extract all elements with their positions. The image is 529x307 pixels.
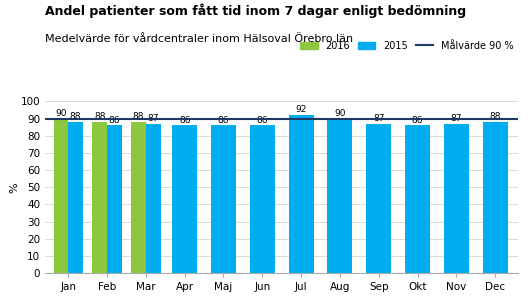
- Text: 88: 88: [489, 112, 501, 121]
- Text: 86: 86: [412, 115, 423, 125]
- Bar: [146, 124, 161, 273]
- Bar: [93, 122, 107, 273]
- Bar: [327, 119, 352, 273]
- Bar: [53, 119, 68, 273]
- Text: 88: 88: [70, 112, 81, 121]
- Text: 86: 86: [179, 115, 190, 125]
- Bar: [131, 122, 146, 273]
- Text: 86: 86: [257, 115, 268, 125]
- Text: 86: 86: [218, 115, 229, 125]
- Text: 87: 87: [148, 114, 159, 123]
- Legend: 2016, 2015, Målvärde 90 %: 2016, 2015, Målvärde 90 %: [300, 41, 514, 51]
- Text: 90: 90: [55, 109, 67, 118]
- Text: 88: 88: [94, 112, 105, 121]
- Bar: [172, 125, 197, 273]
- Text: 92: 92: [295, 105, 307, 114]
- Text: Medelvärde för vårdcentraler inom Hälsoval Örebro län: Medelvärde för vårdcentraler inom Hälsov…: [45, 34, 353, 44]
- Bar: [211, 125, 236, 273]
- Bar: [68, 122, 83, 273]
- Y-axis label: %: %: [9, 182, 19, 192]
- Text: 87: 87: [373, 114, 385, 123]
- Text: 86: 86: [108, 115, 120, 125]
- Text: 88: 88: [133, 112, 144, 121]
- Text: Andel patienter som fått tid inom 7 dagar enligt bedömning: Andel patienter som fått tid inom 7 daga…: [45, 3, 466, 17]
- Text: 90: 90: [334, 109, 345, 118]
- Bar: [405, 125, 430, 273]
- Bar: [444, 124, 469, 273]
- Bar: [366, 124, 391, 273]
- Text: 87: 87: [451, 114, 462, 123]
- Bar: [288, 115, 314, 273]
- Bar: [107, 125, 122, 273]
- Bar: [482, 122, 508, 273]
- Bar: [250, 125, 275, 273]
